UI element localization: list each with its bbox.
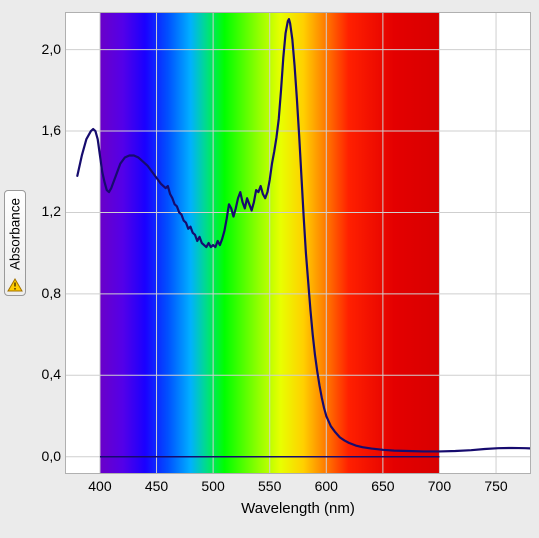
y-tick-label: 1,6: [21, 122, 61, 138]
y-tick-label: 0,0: [21, 448, 61, 464]
y-tick-label: 0,4: [21, 366, 61, 382]
y-tick-label: 2,0: [21, 41, 61, 57]
y-axis-label: Absorbance: [8, 198, 23, 270]
chart-container: 0,0 0,4 0,8 1,2 1,6 2,0 400 450 500 550 600 650 700…: [0, 0, 539, 538]
plot-area: [65, 12, 531, 474]
x-tick-label: 450: [137, 478, 177, 494]
x-tick-label: 750: [476, 478, 516, 494]
x-tick-label: 500: [193, 478, 233, 494]
x-axis-label: Wavelength (nm): [65, 500, 531, 517]
y-tick-label: 0,8: [21, 285, 61, 301]
x-tick-label: 400: [80, 478, 120, 494]
y-tick-label: 1,2: [21, 203, 61, 219]
warning-icon: [7, 278, 23, 292]
x-tick-label: 700: [419, 478, 459, 494]
x-tick-label: 600: [306, 478, 346, 494]
x-tick-label: 550: [250, 478, 290, 494]
x-tick-label: 650: [363, 478, 403, 494]
y-axis-label-box[interactable]: Absorbance: [4, 190, 26, 296]
absorbance-line: [66, 13, 530, 473]
